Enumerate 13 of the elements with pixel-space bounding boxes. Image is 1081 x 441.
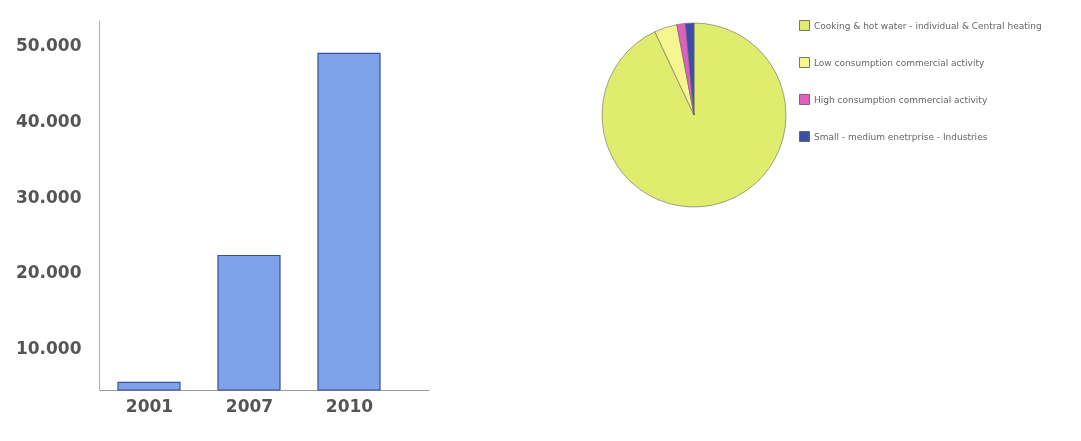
y-tick-label: 50.000 bbox=[15, 34, 82, 55]
legend-label: Cooking & hot water - individual & Central heating bbox=[814, 20, 1042, 31]
legend-label: Low consumption commercial activity bbox=[814, 57, 985, 68]
x-tick-label: 2010 bbox=[325, 395, 374, 416]
legend-label: High consumption commercial activity bbox=[814, 94, 988, 105]
y-tick-label: 10.000 bbox=[15, 338, 82, 359]
pie-slice bbox=[601, 22, 787, 208]
x-tick-label: 2007 bbox=[225, 395, 274, 416]
y-tick-label: 40.000 bbox=[15, 110, 82, 131]
y-tick-label: 30.000 bbox=[15, 186, 82, 207]
legend-label: Small - medium enetrprise - Industries bbox=[814, 131, 988, 142]
x-tick-label: 2001 bbox=[125, 395, 174, 416]
y-tick-label: 20.000 bbox=[15, 262, 82, 283]
